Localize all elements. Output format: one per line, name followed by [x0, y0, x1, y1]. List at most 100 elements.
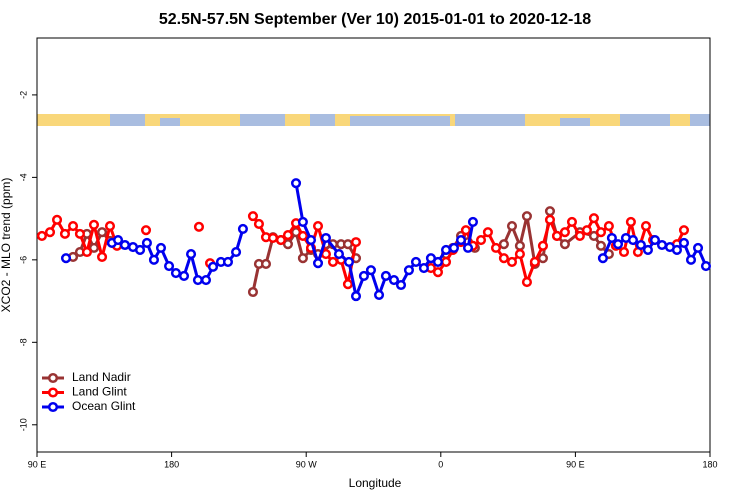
data-point — [581, 225, 592, 236]
data-point — [275, 235, 286, 246]
data-point — [358, 270, 369, 281]
data-point — [678, 237, 690, 248]
data-point — [297, 230, 308, 241]
data-point — [97, 227, 108, 238]
legend-marker — [47, 372, 59, 384]
data-point — [635, 239, 646, 251]
data-point — [88, 242, 100, 253]
data-point — [410, 256, 422, 267]
data-point — [51, 214, 63, 225]
x-tick-label: 180 — [164, 459, 179, 469]
data-point — [104, 220, 116, 232]
data-point — [671, 244, 682, 255]
water-patch — [560, 118, 590, 126]
data-point — [640, 220, 652, 232]
data-point — [678, 225, 690, 236]
data-point — [193, 221, 205, 232]
y-tick-label: -10 — [18, 418, 28, 431]
water-patch — [620, 114, 670, 126]
data-point — [200, 274, 212, 286]
data-point — [448, 242, 460, 253]
data-point — [290, 178, 302, 189]
data-point — [462, 242, 474, 253]
data-point — [514, 240, 525, 251]
data-point — [692, 242, 704, 253]
x-axis-label: Longitude — [349, 476, 402, 490]
data-point — [134, 244, 146, 255]
data-point — [597, 253, 608, 264]
water-patch — [240, 114, 285, 126]
y-tick-label: -6 — [18, 256, 28, 264]
legend-label: Ocean Glint — [72, 399, 136, 413]
data-point — [312, 258, 324, 269]
data-point — [247, 211, 259, 222]
data-point — [113, 235, 124, 246]
data-point — [521, 211, 532, 222]
water-patch — [310, 114, 335, 126]
data-point — [88, 219, 100, 230]
data-point — [627, 235, 639, 246]
data-point — [490, 242, 502, 253]
data-point — [506, 220, 518, 232]
x-tick-label: 180 — [702, 459, 717, 469]
data-point — [342, 239, 353, 250]
data-point — [460, 225, 471, 236]
data-point — [514, 249, 525, 260]
data-point — [529, 256, 540, 267]
data-point — [551, 230, 563, 241]
data-point — [432, 256, 444, 267]
y-axis-label: XCO2 - MLO trend (ppm) — [0, 178, 13, 313]
data-point — [455, 235, 467, 246]
data-point — [231, 246, 242, 258]
y-tick-label: -8 — [18, 338, 28, 346]
x-tick-label: 0 — [438, 459, 443, 469]
data-point — [373, 289, 385, 300]
plot-frame — [36, 37, 711, 453]
data-point — [537, 240, 548, 251]
data-point — [97, 251, 108, 263]
data-point — [700, 260, 712, 272]
data-point — [482, 227, 493, 238]
data-point — [155, 242, 167, 253]
data-point — [297, 253, 308, 264]
data-point — [618, 246, 630, 258]
data-point — [60, 253, 72, 264]
data-point — [164, 260, 175, 272]
map-strip — [37, 114, 710, 126]
data-point — [185, 249, 197, 260]
data-point — [67, 220, 79, 232]
data-point — [656, 239, 668, 251]
data-point — [506, 256, 518, 267]
water-patch — [455, 114, 525, 126]
data-point — [649, 235, 661, 246]
water-patch — [690, 114, 710, 126]
data-point — [440, 256, 452, 267]
data-point — [342, 279, 353, 290]
data-point — [588, 213, 599, 224]
data-point — [388, 274, 400, 286]
data-point — [247, 286, 259, 298]
chart-title: 52.5N-57.5N September (Ver 10) 2015-01-0… — [159, 11, 591, 28]
data-point — [222, 256, 234, 267]
data-point — [192, 274, 203, 286]
data-point — [625, 216, 636, 227]
data-point — [606, 232, 617, 244]
data-point — [467, 216, 479, 227]
data-point — [642, 244, 653, 255]
data-point — [544, 214, 556, 225]
data-point — [119, 239, 130, 251]
data-point — [141, 237, 152, 248]
data-point — [59, 228, 71, 239]
y-tick-label: -4 — [18, 173, 28, 181]
data-point — [237, 223, 248, 234]
x-tick-label: 90 W — [296, 459, 318, 469]
data-point — [343, 256, 355, 267]
water-patch — [110, 114, 145, 126]
data-point — [81, 246, 93, 258]
y-tick-label: -2 — [18, 91, 28, 99]
data-point — [333, 249, 345, 260]
data-point — [440, 244, 452, 255]
data-point — [297, 216, 308, 227]
data-point — [207, 261, 219, 272]
